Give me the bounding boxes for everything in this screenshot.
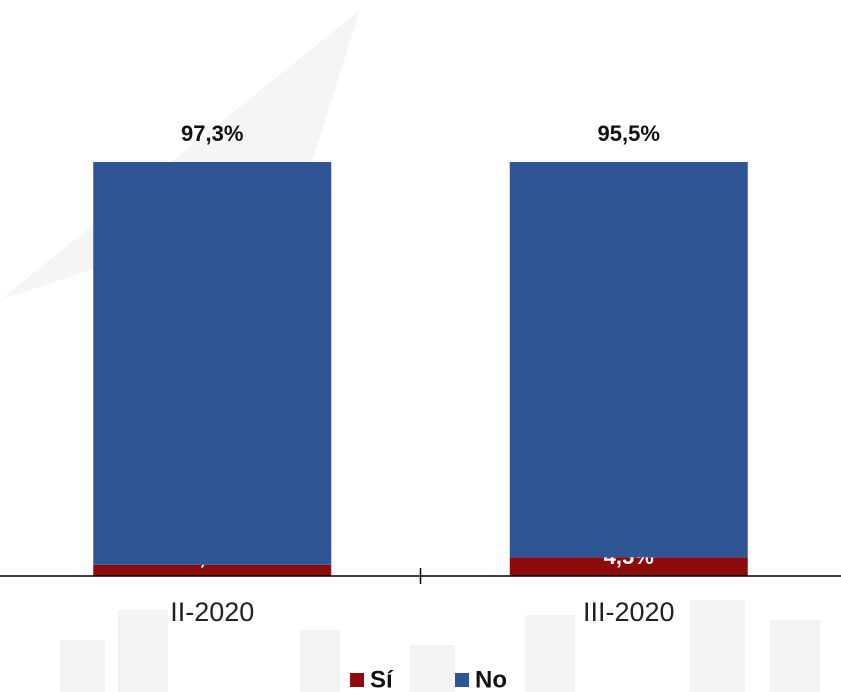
legend-label: No: [475, 666, 507, 692]
bar-segment: [509, 162, 748, 558]
data-label: 97,3%: [181, 121, 243, 146]
x-tick-label: III-2020: [583, 597, 675, 627]
legend-swatch: [350, 673, 364, 687]
legend-label: Sí: [370, 666, 394, 692]
legend-swatch: [455, 673, 469, 687]
bar-segment: [509, 557, 748, 576]
data-label: 95,5%: [598, 121, 660, 146]
bar-segment: [93, 564, 332, 576]
watermark: [0, 10, 820, 692]
x-tick-label: II-2020: [170, 597, 254, 627]
bar-segment: [93, 162, 332, 565]
